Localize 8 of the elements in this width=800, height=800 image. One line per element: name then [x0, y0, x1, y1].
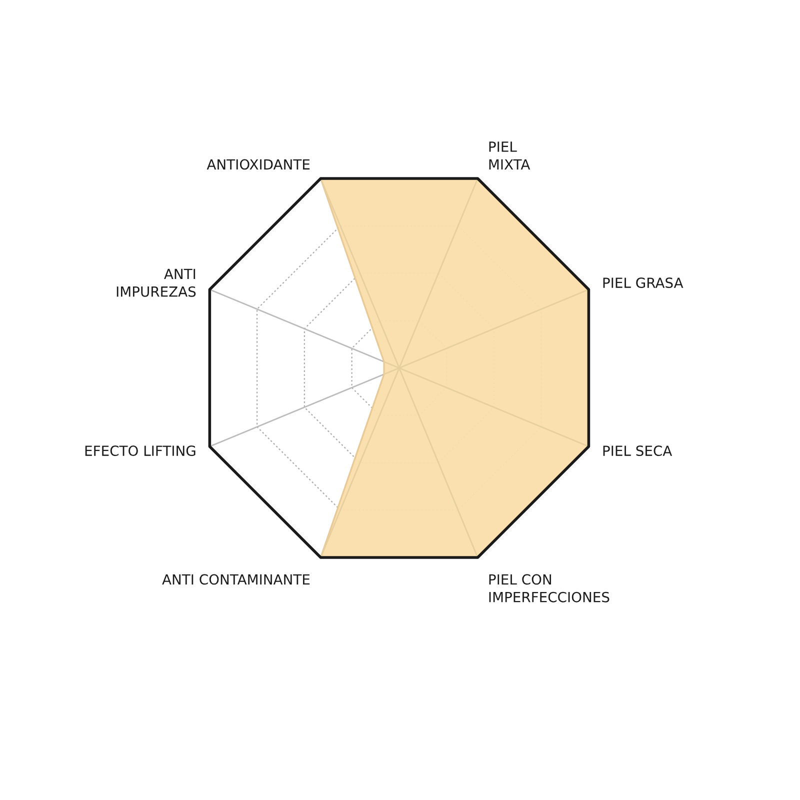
spoke-label: EFECTO LIFTING: [85, 446, 196, 456]
spoke-label: ANTI IMPUREZAS: [116, 268, 196, 297]
spoke-label: PIEL SECA: [603, 446, 672, 456]
spoke-label: PIEL MIXTA: [489, 142, 530, 170]
spoke-label: PIEL GRASA: [603, 278, 684, 288]
spoke-label: ANTIOXIDANTE: [206, 159, 310, 170]
spoke-label: PIEL CON IMPERFECCIONES: [489, 574, 610, 602]
spoke-label: ANTI CONTAMINANTE: [162, 574, 310, 585]
